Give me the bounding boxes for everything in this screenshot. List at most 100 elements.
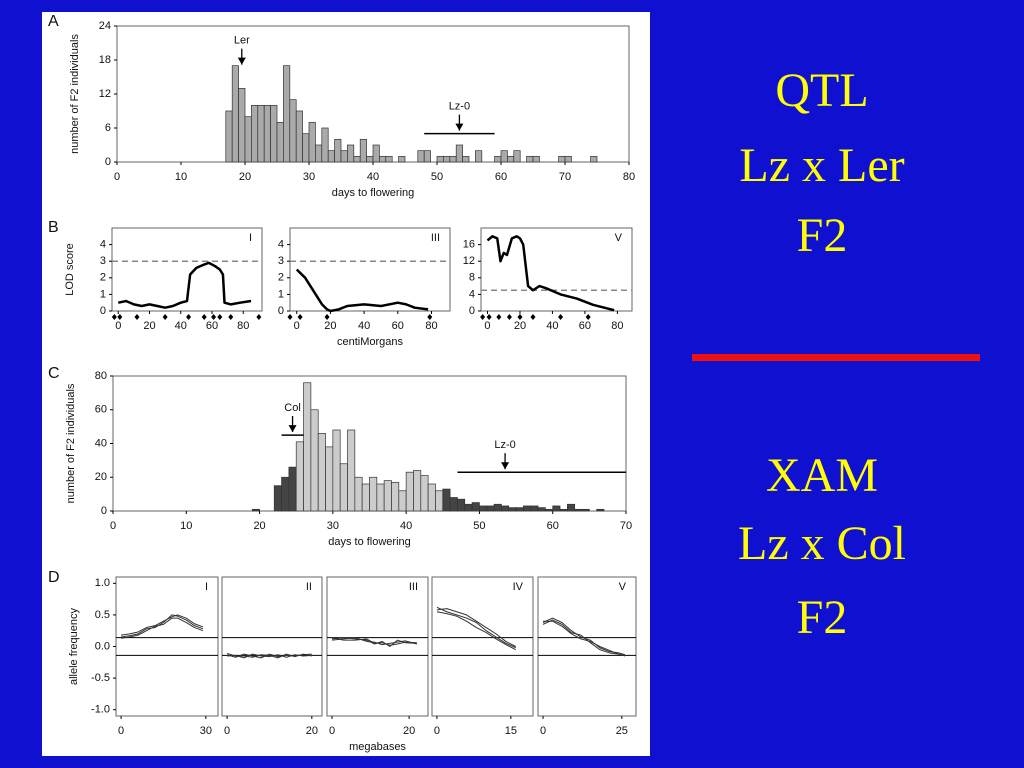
x-tick-label: 50 [431,171,443,183]
data-line [331,637,417,646]
histogram-bar [558,155,566,163]
x-tick-label: 0 [484,320,490,332]
histogram-bar [545,508,554,512]
histogram-bar [283,65,291,163]
y-tick-label: 1.0 [95,577,110,589]
marker-diamond [287,314,293,320]
marker-diamond [117,314,123,320]
y-tick-label: -1.0 [91,704,110,716]
marker-diamond [111,314,117,320]
histogram-bar [462,155,470,163]
histogram-bar [508,507,517,512]
marker-diamond [427,314,433,320]
data-line [117,261,252,309]
x-tick-label: 40 [400,520,412,532]
histogram-bar [339,463,348,512]
annotation-label: Lz-0 [449,101,470,113]
annotation-label: Ler [234,35,250,47]
marker-diamond [517,314,523,320]
x-tick-label: 80 [611,320,623,332]
histogram-bar [552,505,561,512]
x-tick-label: 0 [329,725,335,737]
data-line [121,617,204,639]
histogram-bar [501,505,510,512]
marker-diamond [324,314,330,320]
data-line [121,614,204,636]
marker-diamond [506,314,512,320]
y-tick-label: 0 [100,305,106,317]
histogram-bar [340,150,348,163]
x-tick-label: 15 [505,725,517,737]
x-tick-label: 60 [547,520,559,532]
x-tick-label: 80 [623,171,635,183]
panel-label: C [48,365,60,382]
slide-heading: F2 [797,591,848,644]
y-tick-label: 2 [278,272,284,284]
x-tick-label: 0 [115,320,121,332]
histogram-bar [427,483,436,512]
subplot-title: IV [513,581,524,593]
data-line [436,611,516,651]
y-tick-label: 20 [95,471,107,483]
x-tick-label: 70 [620,520,632,532]
annotation-label: Lz-0 [494,439,515,451]
histogram-bar [366,155,374,163]
marker-diamond [186,314,192,320]
slide-heading: F2 [797,209,848,262]
y-tick-label: 80 [95,370,107,382]
x-tick-label: 0 [540,725,546,737]
y-tick-label: 16 [463,239,475,251]
histogram-bar [263,104,271,163]
x-tick-label: 30 [303,171,315,183]
arrow-head [501,462,510,470]
x-tick-label: 20 [403,725,415,737]
figure-panel [42,12,650,756]
histogram-bar [449,155,457,163]
histogram-bar [315,144,323,163]
histogram-bar [359,138,367,163]
x-tick-label: 20 [143,320,155,332]
marker-diamond [585,314,591,320]
histogram-bar [379,155,387,163]
y-tick-label: 3 [278,255,284,267]
histogram-bar [590,155,598,163]
histogram-bar [537,507,546,512]
y-tick-label: 0 [278,305,284,317]
divider [692,354,980,361]
histogram-bar [276,121,284,163]
x-tick-label: 20 [324,320,336,332]
marker-diamond [256,314,262,320]
y-tick-label: 0.5 [95,609,110,621]
x-tick-label: 20 [306,725,318,737]
x-tick-label: 40 [175,320,187,332]
plot-frame [480,227,633,312]
y-tick-label: 0.0 [95,640,110,652]
annotation-label: Col [284,402,301,414]
histogram-bar [494,155,502,163]
marker-diamond [201,314,207,320]
subplot-title: II [306,581,312,593]
histogram-bar [310,409,319,512]
histogram-bar [493,503,502,512]
histogram-bar [479,505,488,512]
x-tick-label: 30 [200,725,212,737]
subplot-title: I [205,581,208,593]
marker-diamond [228,314,234,320]
subplot-title: V [615,232,623,244]
slide-heading: QTL [775,64,868,117]
histogram-bar [475,150,483,163]
histogram-bar [515,507,524,512]
histogram-bar [443,155,451,163]
subplot-title: I [249,232,252,244]
x-tick-label: 60 [206,320,218,332]
y-tick-label: 12 [99,88,111,100]
data-line [486,235,615,312]
histogram-bar [372,144,380,163]
x-tick-label: 60 [392,320,404,332]
plot-frame [431,576,534,717]
marker-diamond [297,314,303,320]
x-tick-label: 80 [425,320,437,332]
histogram-bar [423,150,431,163]
histogram-bar [238,87,246,163]
y-axis-label: number of F2 individuals [69,34,81,154]
